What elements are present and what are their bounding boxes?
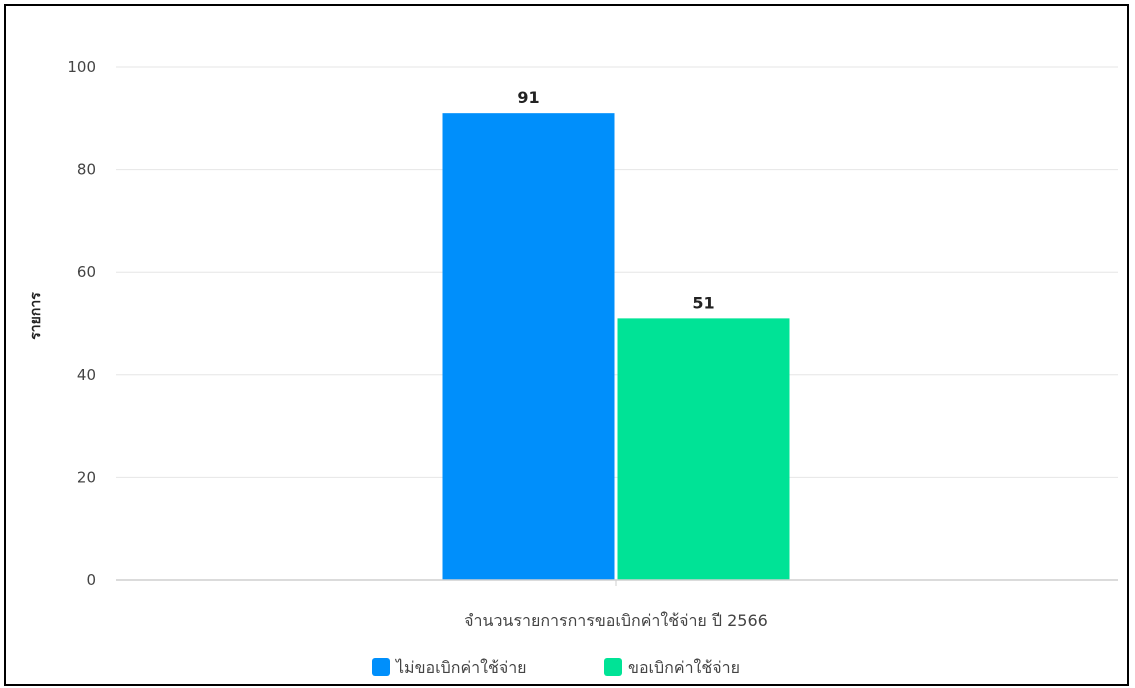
legend-swatch — [604, 658, 622, 676]
bar-value-label: 91 — [517, 88, 539, 107]
bar-not-claimed[interactable] — [442, 113, 615, 581]
legend-label: ไม่ขอเบิกค่าใช้จ่าย — [394, 658, 527, 677]
y-tick-label: 20 — [77, 468, 96, 486]
legend-item[interactable]: ไม่ขอเบิกค่าใช้จ่าย — [372, 658, 527, 677]
bars — [442, 113, 790, 581]
y-tick-label: 80 — [77, 161, 96, 179]
gridlines — [116, 66, 1118, 478]
y-axis-ticks: 0 20 40 60 80 100 — [67, 58, 96, 589]
legend-label: ขอเบิกค่าใช้จ่าย — [628, 658, 740, 677]
legend[interactable]: ไม่ขอเบิกค่าใช้จ่าย ขอเบิกค่าใช้จ่าย — [372, 658, 740, 677]
bar-value-label: 51 — [692, 293, 714, 312]
legend-item[interactable]: ขอเบิกค่าใช้จ่าย — [604, 658, 740, 677]
bar-claimed[interactable] — [617, 318, 790, 580]
data-labels: 91 51 — [517, 88, 714, 312]
legend-swatch — [372, 658, 390, 676]
y-tick-label: 40 — [77, 366, 96, 384]
y-tick-label: 0 — [86, 571, 96, 589]
x-category-label: จำนวนรายการการขอเบิกค่าใช้จ่าย ปี 2566 — [464, 611, 768, 630]
y-tick-label: 60 — [77, 263, 96, 281]
y-axis-title: รายการ — [28, 292, 44, 340]
y-tick-label: 100 — [67, 58, 96, 76]
